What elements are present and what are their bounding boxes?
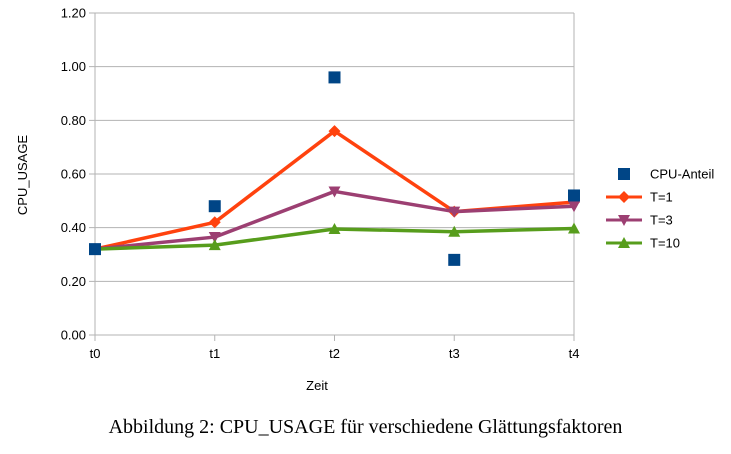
y-tick-label: 0.40 [61,220,86,235]
data-point-t-10 [328,223,341,235]
x-tick-label: t3 [449,346,460,361]
data-point-cpu-anteil [328,71,341,84]
data-point-cpu-anteil [448,253,461,266]
data-point-t-10 [568,222,580,234]
x-axis-ticks: t0 t1 t2 t3 t4 [90,335,580,361]
legend: CPU-Anteil T=1 T=3 T=10 [606,167,714,251]
legend-label: CPU-Anteil [650,167,714,182]
legend-item-cpu-anteil: CPU-Anteil [618,167,714,182]
legend-item-t-1: T=1 [606,190,673,205]
x-tick-label: t2 [329,346,340,361]
data-point-t-1 [208,216,221,229]
series-t-3 [89,186,580,256]
data-point-t-3 [568,201,580,213]
data-point-t-10 [208,239,221,251]
y-tick-label: 0.00 [61,328,86,343]
legend-item-t-3: T=3 [606,213,673,228]
y-tick-label: 1.20 [61,6,86,21]
data-point-t-1 [328,125,341,138]
y-axis-title: CPU_USAGE [15,135,30,216]
legend-label: T=1 [650,190,673,205]
legend-marker [618,215,630,226]
legend-item-t-10: T=10 [606,236,680,251]
series-cpu-anteil [89,71,580,266]
data-point-cpu-anteil [568,189,580,202]
legend-marker [618,191,630,203]
chart: 0.000.200.400.600.801.001.20 t0 t1 t2 t3 t4 … [15,6,714,394]
legend-marker [618,168,630,180]
y-tick-label: 0.80 [61,113,86,128]
data-point-cpu-anteil [208,200,221,213]
x-axis-title: Zeit [306,378,328,393]
figure-caption: Abbildung 2: CPU_USAGE für verschiedene … [108,416,623,438]
legend-marker [618,237,630,248]
legend-label: T=10 [650,236,680,251]
data-point-cpu-anteil [89,243,101,256]
y-tick-label: 0.20 [61,274,86,289]
legend-label: T=3 [650,213,673,228]
x-tick-label: t1 [209,346,220,361]
series-layer [89,71,580,266]
data-point-t-3 [448,206,461,218]
grid [89,12,575,341]
data-point-t-3 [208,232,221,244]
data-point-t-3 [328,186,341,198]
x-tick-label: t4 [569,346,580,361]
y-tick-label: 1.00 [61,59,86,74]
data-point-t-10 [448,225,461,237]
x-tick-label: t0 [90,346,101,361]
y-tick-label: 0.60 [61,167,86,182]
series-line-t-3 [94,189,575,251]
y-axis-ticks: 0.00 0.20 0.40 0.60 0.80 1.00 1.20 [61,6,86,343]
